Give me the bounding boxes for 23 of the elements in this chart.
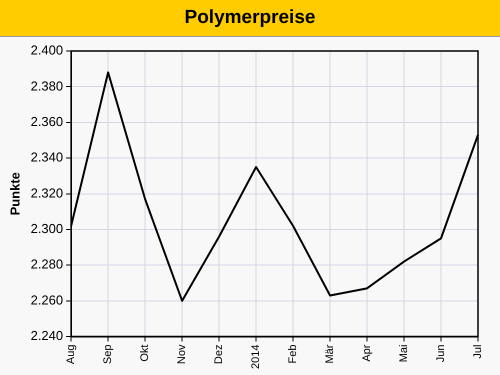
x-tick-label: Jun [435, 344, 448, 362]
y-tick-label: 2.400 [30, 42, 64, 58]
y-tick-label: 2.320 [30, 185, 64, 200]
y-tick-label: 2.280 [30, 256, 64, 272]
chart-title: Polymerpreise [0, 0, 500, 37]
y-tick-label: 2.260 [30, 292, 64, 308]
y-tick-label: 2.300 [30, 221, 64, 236]
y-tick-label: 2.240 [30, 328, 64, 344]
x-tick-label: Feb [287, 344, 300, 364]
x-tick-label: Apr [361, 344, 374, 362]
x-tick-label: Mär [324, 344, 336, 364]
y-tick-label: 2.340 [30, 150, 64, 165]
y-axis-title: Punkte [7, 172, 22, 216]
x-tick-label: Sep [102, 344, 114, 364]
y-tick-label: 2.380 [30, 78, 64, 94]
x-tick-label: Mai [398, 344, 410, 362]
x-tick-label: Nov [176, 344, 188, 364]
x-tick-label: Okt [139, 344, 152, 362]
x-tick-label: Jul [472, 344, 484, 359]
x-tick-label: Aug [65, 344, 78, 364]
x-tick-label: Dez [213, 344, 226, 364]
x-tick-label: 2014 [250, 344, 262, 370]
y-tick-label: 2.360 [30, 114, 64, 129]
